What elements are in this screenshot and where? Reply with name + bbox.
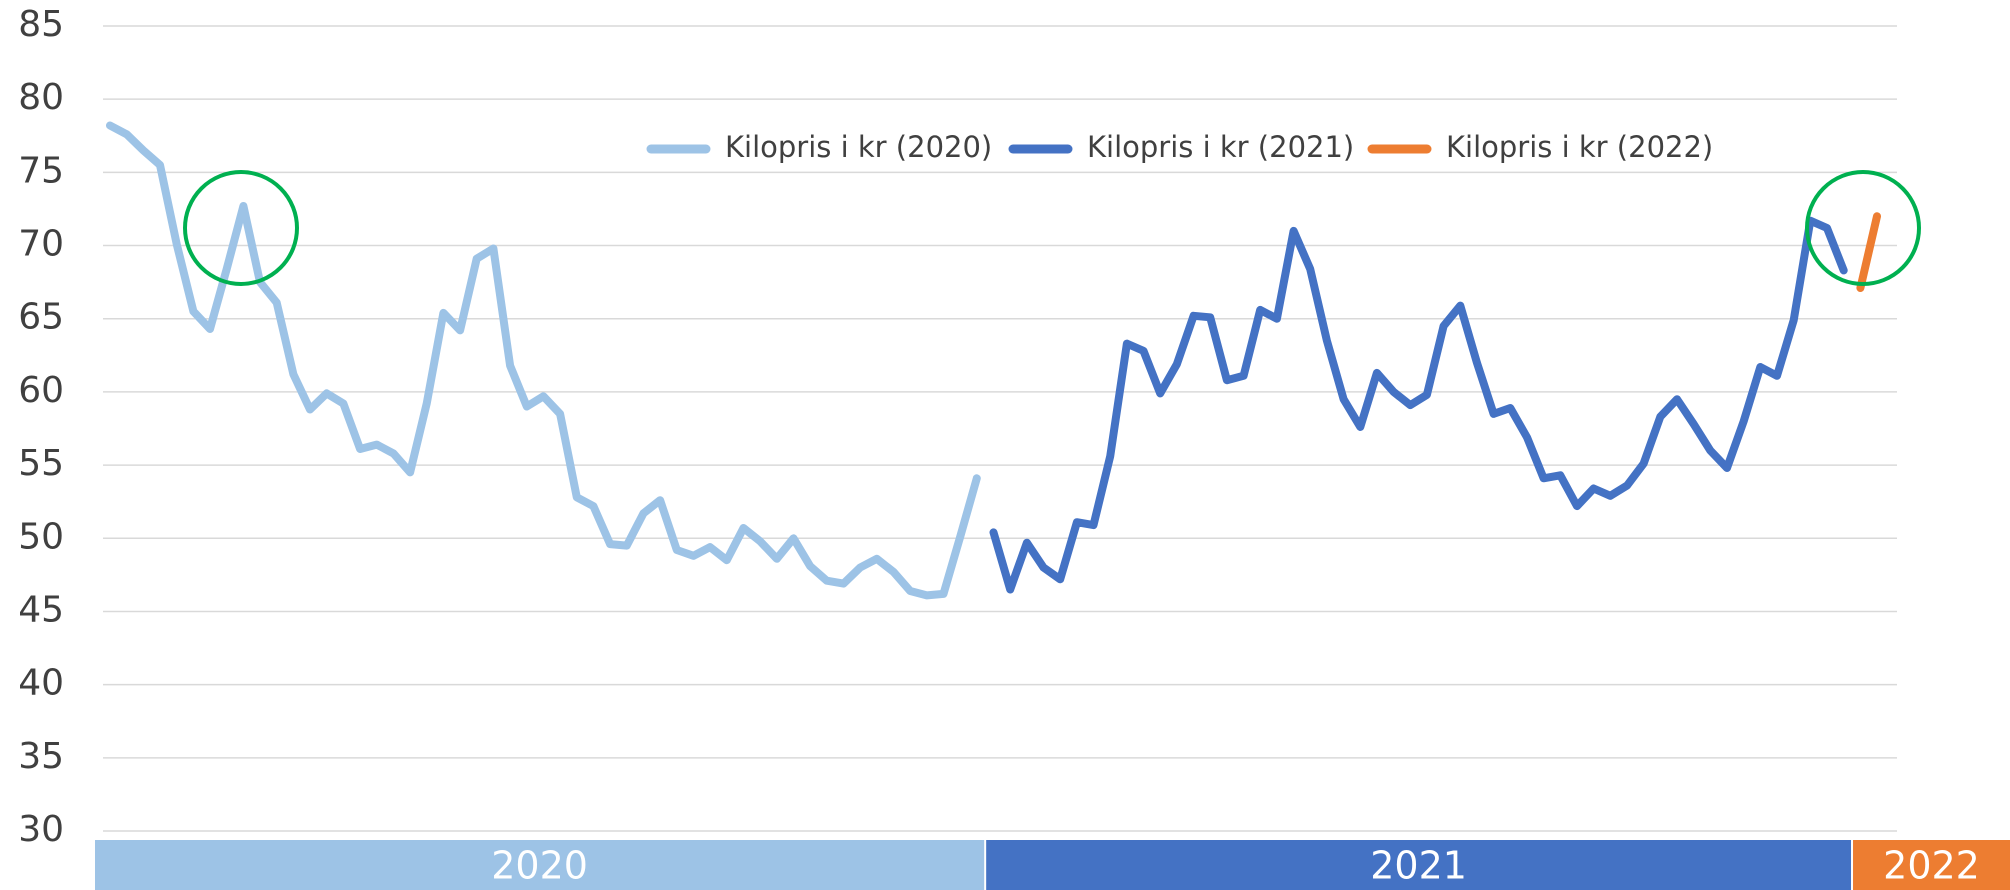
legend-label: Kilopris i kr (2021) [1087,130,1354,164]
x-band-label: 2021 [1370,844,1467,888]
highlight-circle [183,170,299,286]
highlight-circle [1805,170,1921,286]
x-band-label: 2020 [491,844,588,888]
y-tick-label: 45 [18,589,64,630]
series-line [989,216,1848,594]
lines [106,121,1881,600]
series-line [1856,212,1881,292]
y-tick-label: 50 [18,516,64,557]
y-tick-label: 35 [18,736,64,777]
y-tick-label: 85 [18,4,64,45]
y-tick-label: 75 [18,150,64,191]
y-tick-label: 80 [18,77,64,118]
y-tick-label: 60 [18,370,64,411]
y-tick-label: 30 [18,809,64,850]
series-line [106,121,981,600]
y-tick-label: 40 [18,663,64,704]
x-band [986,840,1852,890]
x-band [95,840,985,890]
y-tick-label: 55 [18,443,64,484]
x-band [1853,840,2010,890]
legend-label: Kilopris i kr (2022) [1446,130,1713,164]
x-band-label: 2022 [1883,844,1980,888]
legend-label: Kilopris i kr (2020) [725,130,992,164]
y-tick-label: 70 [18,224,64,265]
y-tick-label: 65 [18,297,64,338]
